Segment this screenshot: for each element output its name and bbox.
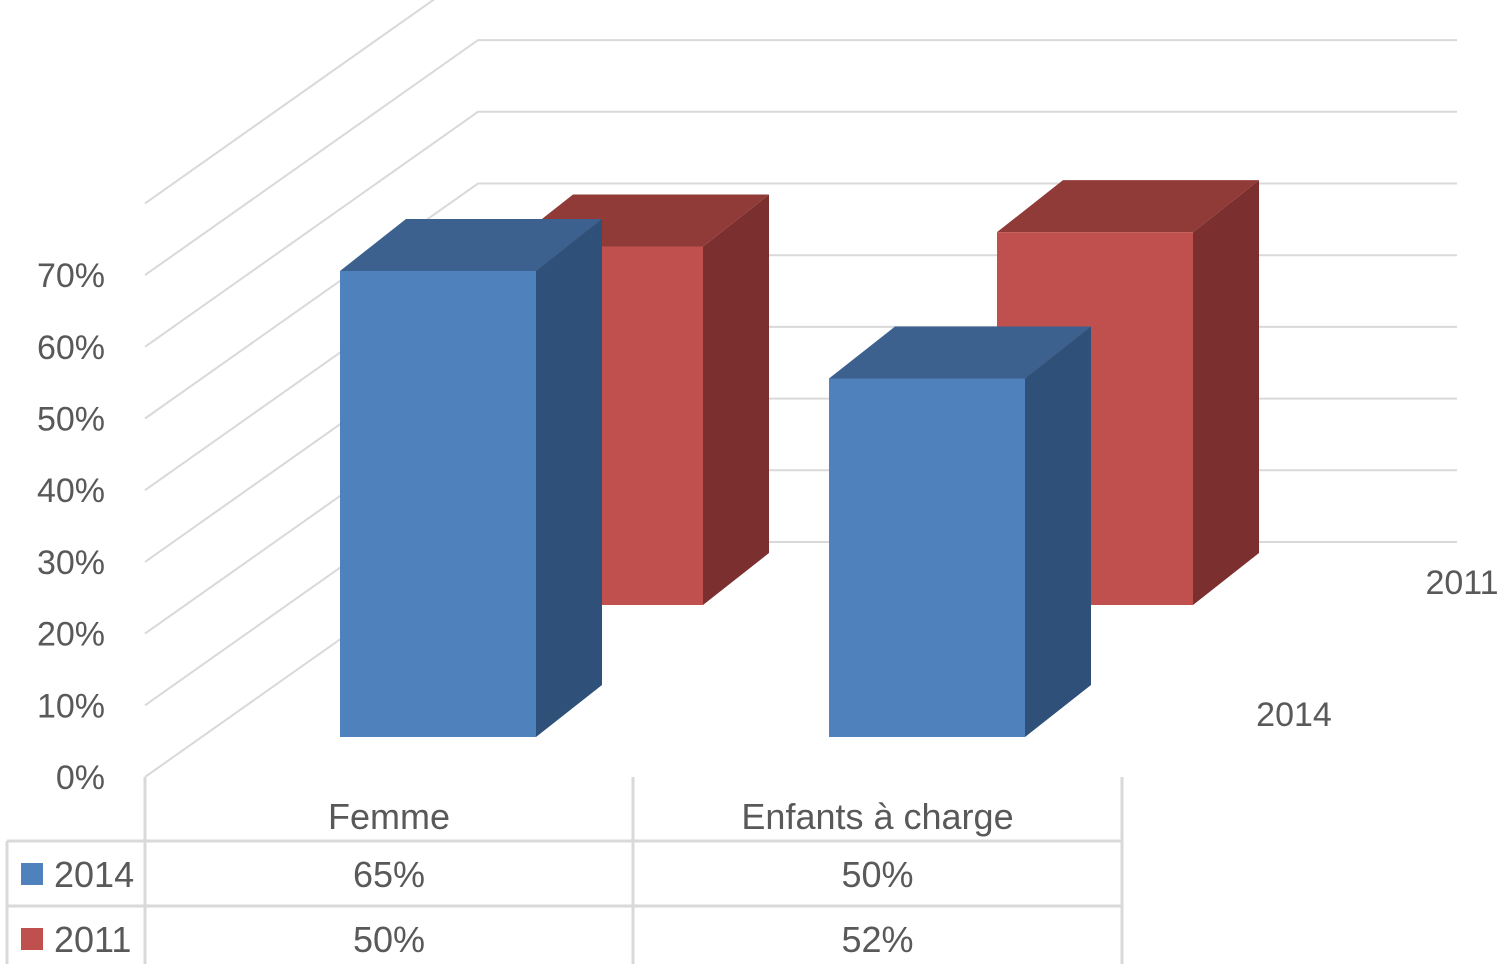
y-tick-label: 70% (37, 257, 105, 295)
bar-top (829, 326, 1091, 379)
gridline (144, 110, 1457, 348)
legend-series-name: 2011 (54, 919, 131, 960)
bar-front (340, 270, 536, 737)
data-table-value: 50% (841, 854, 913, 895)
depth-axis-label: 2014 (1256, 696, 1332, 734)
legend-series-name: 2014 (54, 854, 134, 895)
bar-side (1025, 326, 1091, 737)
bar-front (829, 378, 1025, 737)
y-tick-label: 10% (37, 687, 105, 725)
bar-top (340, 218, 602, 271)
depth-axis-labels: 2011 2014 (1256, 564, 1498, 734)
data-table: Femme Enfants à charge 2014 65% 50% 2011 50% 52… (5, 777, 1124, 964)
y-tick-label: 40% (37, 472, 105, 510)
y-tick-label: 60% (37, 329, 105, 367)
bar-2014-1 (829, 326, 1091, 737)
data-table-value: 65% (353, 854, 425, 895)
series-2014-bars (340, 218, 1091, 737)
y-tick-label: 0% (56, 759, 105, 797)
y-axis-tick-labels: 0% 10% 20% 30% 40% 50% 60% 70% (37, 257, 105, 797)
gridline (144, 0, 435, 205)
bar-side (1193, 180, 1259, 605)
legend-swatch (21, 928, 43, 950)
category-label: Enfants à charge (741, 796, 1013, 837)
data-table-value: 50% (353, 919, 425, 960)
bar-side (536, 218, 602, 737)
category-label: Femme (328, 796, 450, 837)
y-tick-label: 50% (37, 401, 105, 439)
y-tick-label: 20% (37, 616, 105, 654)
bar-top (997, 180, 1259, 233)
bar-side (703, 194, 769, 605)
y-tick-label: 30% (37, 544, 105, 582)
gridline (144, 39, 1457, 276)
legend-swatch (21, 863, 43, 885)
bar-2014-0 (340, 218, 602, 737)
data-table-value: 52% (841, 919, 913, 960)
depth-axis-label: 2011 (1425, 564, 1498, 602)
